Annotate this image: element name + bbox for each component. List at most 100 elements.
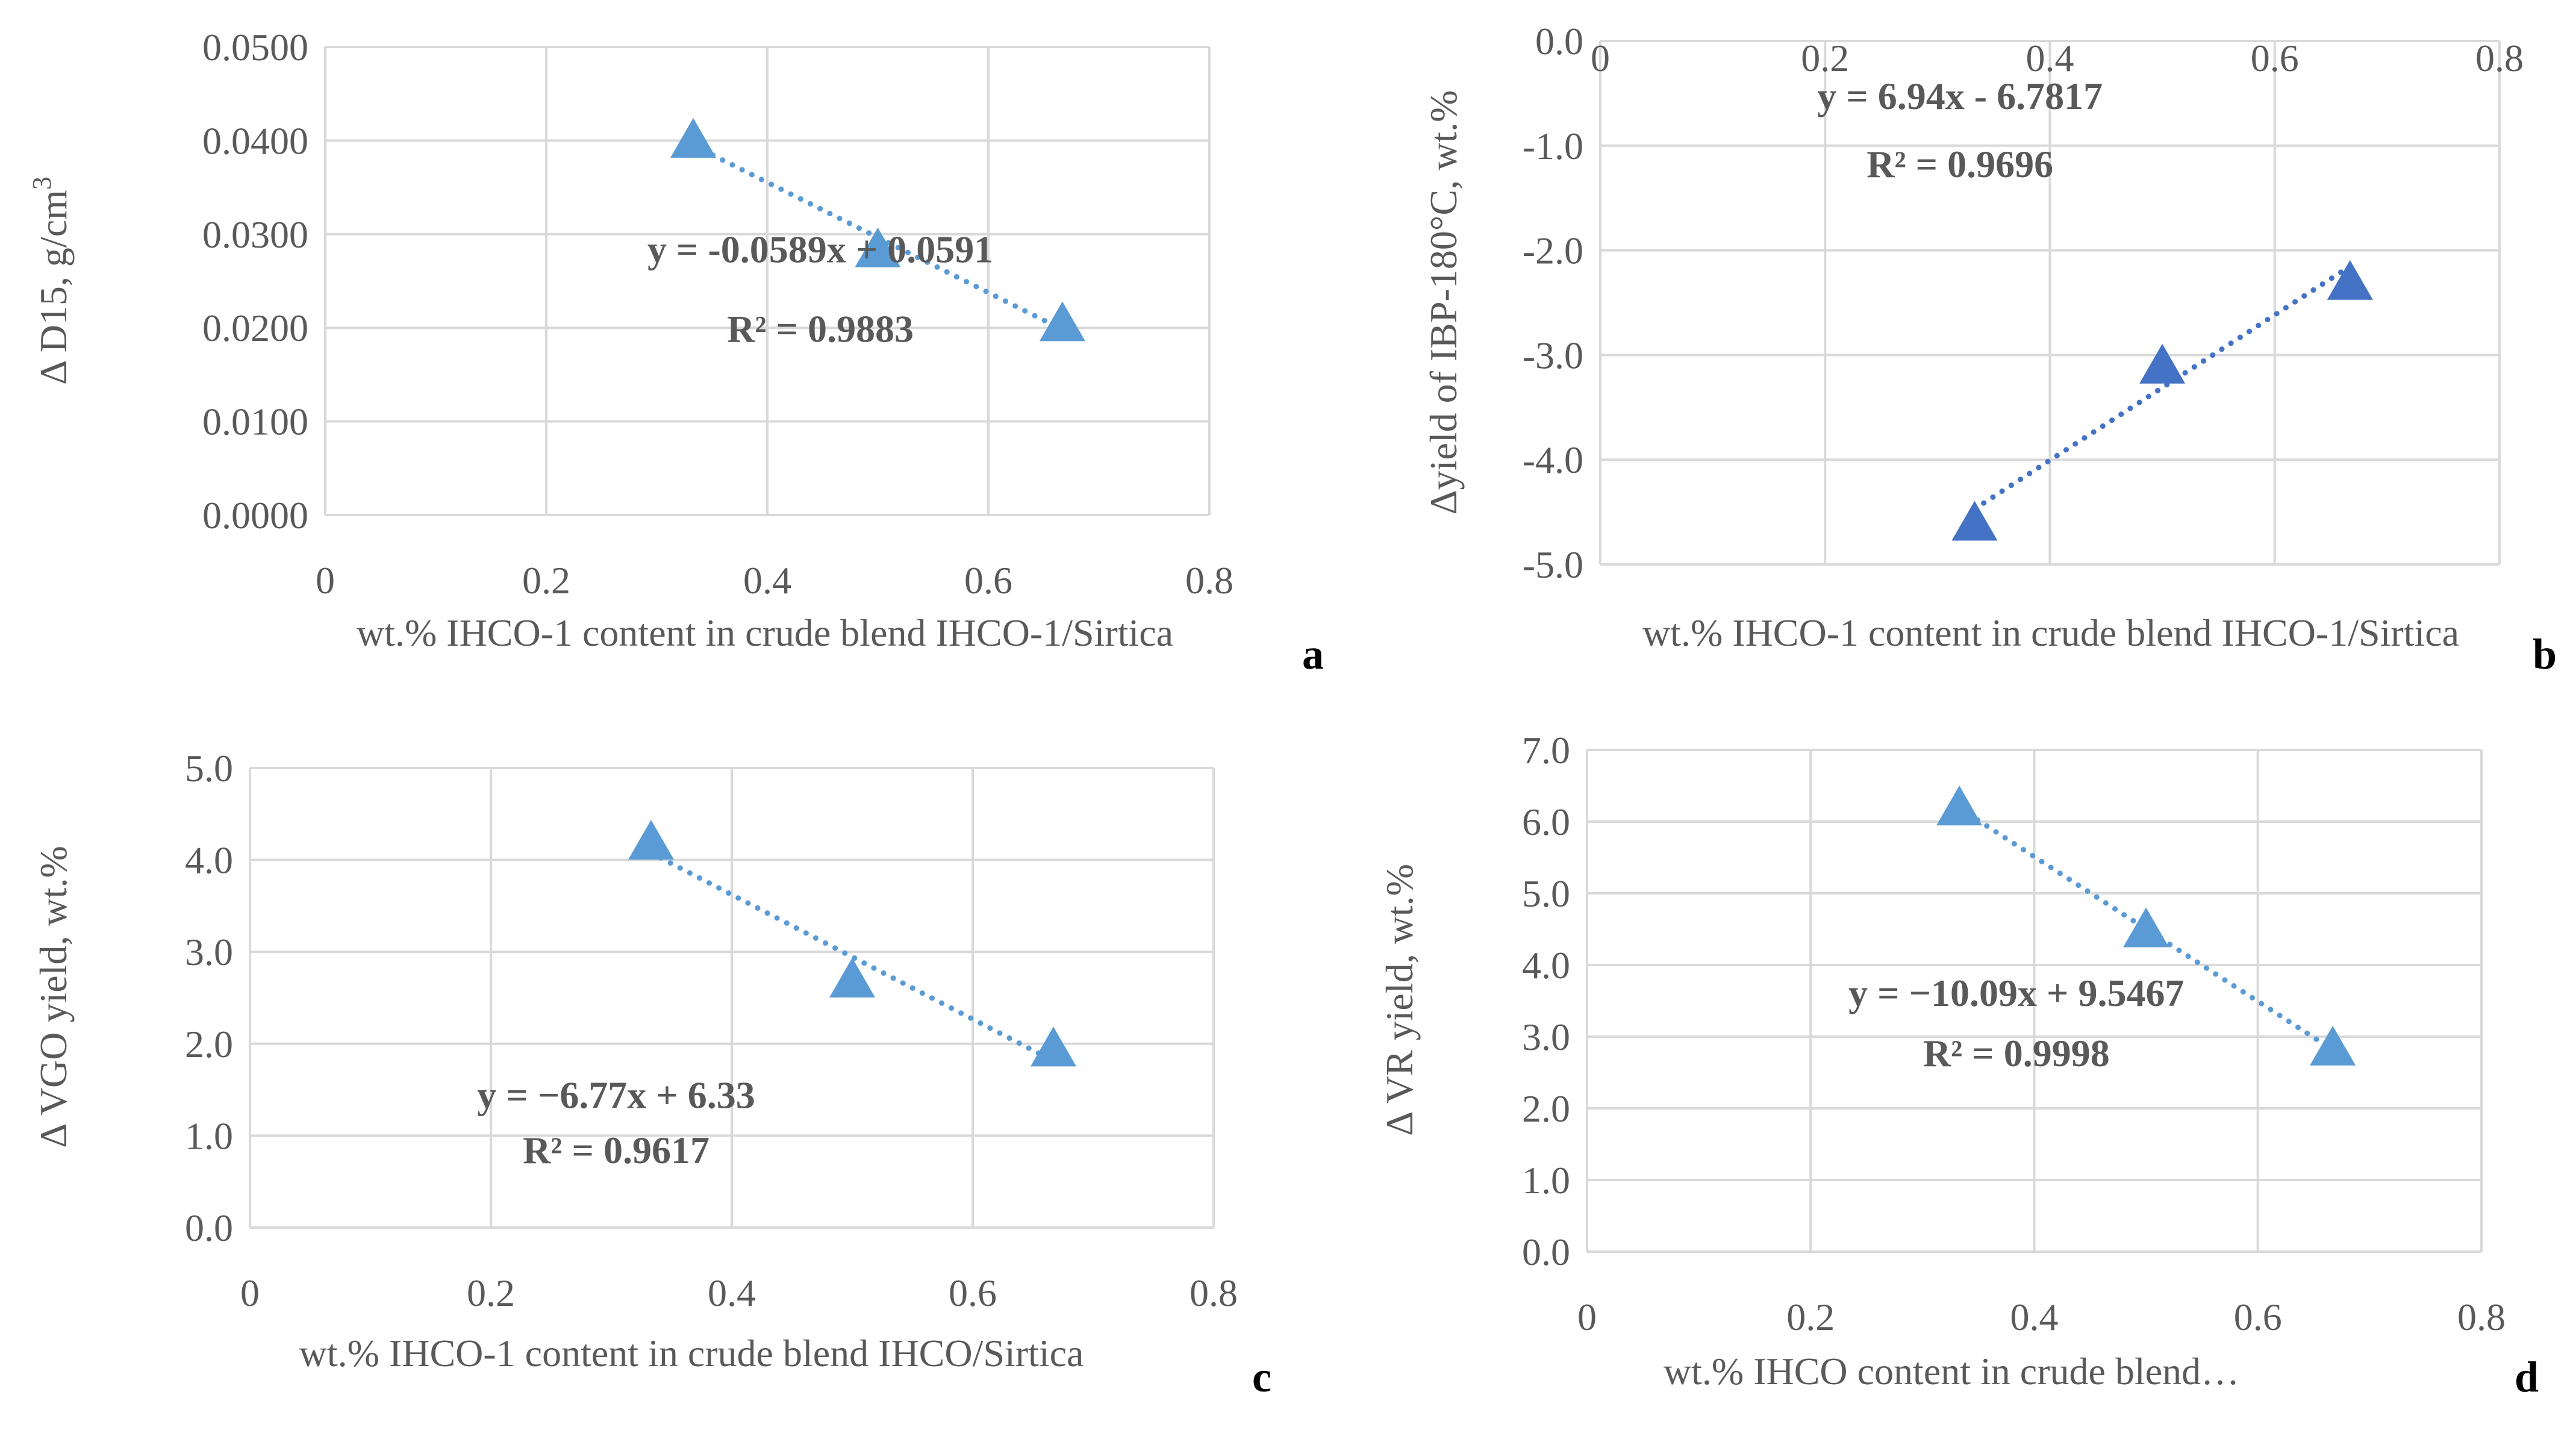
x-tick-label: 0	[1577, 1296, 1597, 1338]
y-tick-label: 7.0	[1522, 729, 1570, 772]
x-tick-label: 0.8	[2457, 1296, 2506, 1338]
y-tick-label: 0.0200	[202, 307, 308, 349]
y-tick-label: 0.0	[1522, 1231, 1570, 1273]
data-point-triangle	[670, 117, 717, 158]
data-point-triangle	[2139, 343, 2186, 384]
x-tick-label: 0.4	[2010, 1296, 2059, 1338]
gridlines	[249, 767, 1215, 1229]
trendline-equation: y = −6.77x + 6.33	[477, 1074, 755, 1117]
data-point-triangle	[1951, 501, 1998, 541]
x-tick-labels: 0 0.2 0.4 0.6 0.8	[316, 559, 1233, 602]
x-tick-label: 0	[1591, 37, 1610, 80]
y-tick-label: 0.0300	[202, 213, 308, 256]
r-squared-label: R² = 0.9998	[1923, 1032, 2110, 1075]
r-squared-label: R² = 0.9617	[523, 1129, 709, 1172]
x-tick-label: 0.2	[1786, 1296, 1835, 1338]
x-tick-label: 0	[240, 1272, 260, 1314]
data-points	[670, 117, 1085, 342]
y-tick-label: -3.0	[1523, 334, 1583, 376]
x-tick-label: 0.4	[708, 1272, 756, 1314]
chart-panel-b: -5.0 -4.0 -3.0 -2.0 -1.0 0.0 0 0.2 0.4 0.6 0.8 y …	[1422, 20, 2557, 678]
y-tick-labels: 0.0000 0.0100 0.0200 0.0300 0.0400 0.0500	[202, 26, 308, 537]
x-tick-label: 0.8	[1190, 1272, 1238, 1314]
trendline	[648, 850, 1056, 1064]
y-axis-title-text: Δ D15, g/cm	[32, 190, 75, 385]
y-tick-label: 0.0400	[202, 119, 308, 162]
gridlines	[324, 46, 1211, 516]
y-axis-title: Δ VR yield, wt.%	[1378, 864, 1421, 1136]
data-points	[1951, 260, 2373, 541]
y-tick-label: 4.0	[1522, 944, 1570, 987]
data-point-triangle	[829, 957, 875, 997]
x-axis-title: wt.% IHCO-1 content in crude blend IHCO/…	[299, 1332, 1084, 1375]
y-tick-label: 0.0	[185, 1207, 233, 1249]
y-tick-label: 2.0	[1522, 1087, 1570, 1130]
x-tick-label: 0.8	[1185, 559, 1233, 602]
data-point-triangle	[628, 820, 674, 860]
y-tick-label: 0.0500	[202, 26, 308, 69]
trendline	[1956, 805, 2336, 1053]
y-axis-title: Δ VGO yield, wt.%	[32, 846, 75, 1148]
r-squared-label: R² = 0.9696	[1867, 143, 2053, 186]
data-point-triangle	[1031, 1026, 1076, 1067]
panel-label: a	[1302, 630, 1324, 678]
gridlines	[1586, 749, 2483, 1253]
trendline-equation: y = −10.09x + 9.5467	[1848, 972, 2184, 1014]
x-tick-labels: 0 0.2 0.4 0.6 0.8	[1591, 37, 2524, 80]
trendline	[1971, 263, 2353, 512]
x-tick-labels: 0 0.2 0.4 0.6 0.8	[1577, 1296, 2506, 1338]
data-point-triangle	[855, 227, 901, 267]
y-tick-label: 6.0	[1522, 801, 1570, 843]
x-axis-title: wt.% IHCO-1 content in crude blend IHCO-…	[357, 611, 1173, 654]
y-tick-label: 4.0	[185, 839, 233, 882]
data-points	[1936, 785, 2356, 1066]
x-tick-labels: 0 0.2 0.4 0.6 0.8	[240, 1272, 1238, 1314]
y-tick-label: 1.0	[185, 1114, 233, 1157]
x-axis-title: wt.% IHCO content in crude blend…	[1664, 1350, 2239, 1393]
y-tick-label: 2.0	[185, 1023, 233, 1066]
x-tick-label: 0.6	[964, 559, 1012, 602]
x-tick-label: 0.2	[522, 559, 570, 602]
x-tick-label: 0.2	[467, 1272, 515, 1314]
y-tick-label: 3.0	[185, 931, 233, 973]
data-points	[628, 820, 1076, 1067]
y-tick-label: -5.0	[1523, 543, 1583, 586]
y-tick-label: 0.0	[1535, 20, 1583, 63]
x-tick-label: 0.4	[2026, 37, 2074, 80]
data-point-triangle	[1936, 785, 1983, 826]
trendline-equation: y = -0.0589x + 0.0591	[647, 228, 993, 270]
y-tick-labels: 0.0 1.0 2.0 3.0 4.0 5.0	[185, 747, 233, 1249]
r-squared-label: R² = 0.9883	[727, 308, 914, 351]
data-point-triangle	[1039, 301, 1085, 342]
x-tick-label: 0.6	[949, 1272, 997, 1314]
y-axis-title: Δyield of IBP-180°C, wt.%	[1422, 90, 1465, 515]
y-tick-label: 0.0100	[202, 401, 308, 443]
chart-panel-c: 0.0 1.0 2.0 3.0 4.0 5.0 0 0.2 0.4 0.6 0.8 y = −6.…	[32, 747, 1271, 1401]
y-tick-label: -4.0	[1523, 439, 1583, 481]
data-point-triangle	[2123, 907, 2169, 948]
panel-label: c	[1252, 1353, 1271, 1401]
y-tick-label: 1.0	[1522, 1159, 1570, 1202]
y-tick-label: 5.0	[1522, 872, 1570, 915]
trendline-equation: y = 6.94x - 6.7817	[1817, 75, 2103, 117]
gridlines	[1599, 40, 2501, 566]
y-tick-label: 5.0	[185, 747, 233, 790]
chart-panel-d: 0.0 1.0 2.0 3.0 4.0 5.0 6.0 7.0 0 0.2 0.4 0.6 0.8 y…	[1378, 729, 2539, 1401]
y-tick-label: -1.0	[1523, 125, 1583, 167]
y-tick-labels: 0.0 1.0 2.0 3.0 4.0 5.0 6.0 7.0	[1522, 729, 1570, 1273]
data-point-triangle	[2310, 1025, 2356, 1066]
x-tick-label: 0.2	[1801, 37, 1849, 80]
x-tick-label: 0.4	[743, 559, 791, 602]
y-tick-label: 3.0	[1522, 1016, 1570, 1058]
y-tick-label: 0.0000	[202, 494, 308, 537]
panel-label: d	[2515, 1353, 2539, 1401]
y-axis-title-superscript: 3	[27, 176, 57, 190]
x-tick-label: 0.6	[2234, 1296, 2282, 1338]
y-tick-labels: -5.0 -4.0 -3.0 -2.0 -1.0 0.0	[1523, 20, 1583, 586]
y-tick-label: -2.0	[1523, 229, 1583, 272]
x-tick-label: 0.6	[2251, 37, 2299, 80]
x-axis-title: wt.% IHCO-1 content in crude blend IHCO-…	[1642, 611, 2459, 654]
panel-label: b	[2533, 630, 2557, 678]
